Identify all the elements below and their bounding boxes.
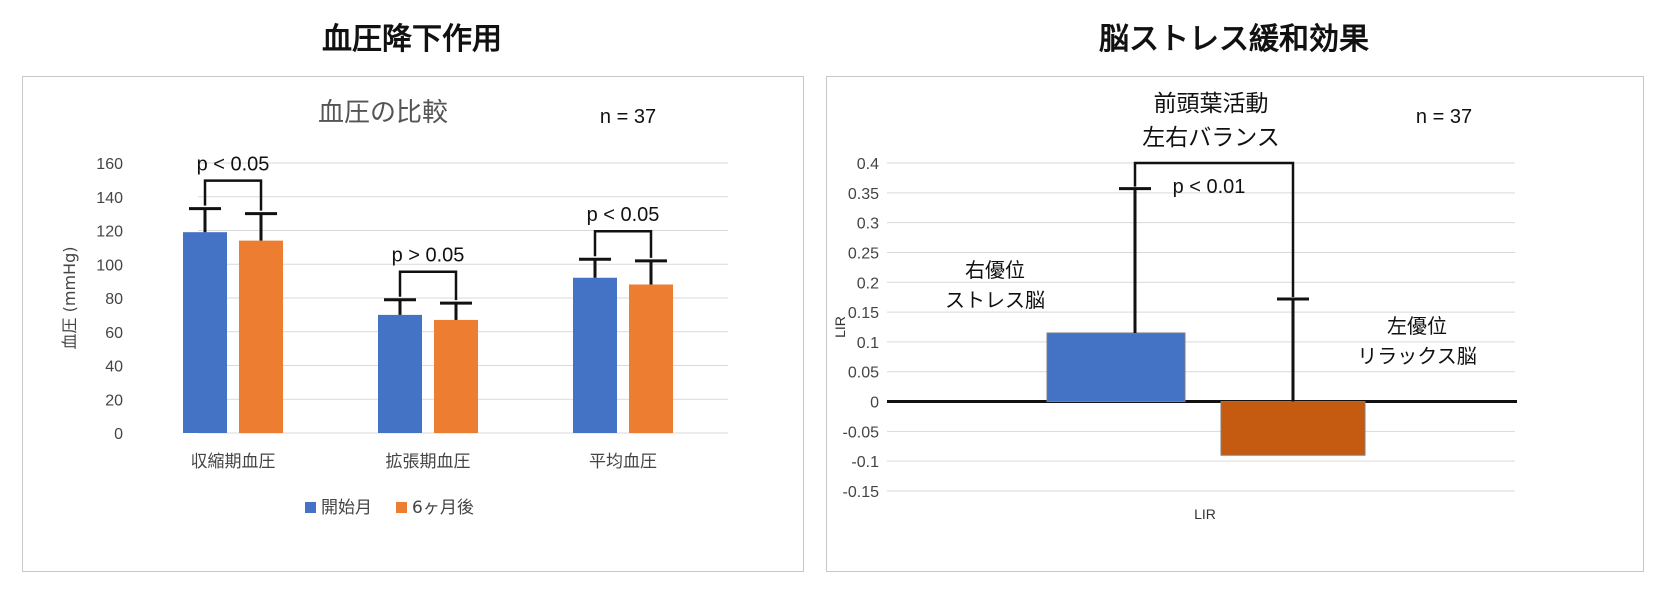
significance-bracket [1133, 161, 1295, 297]
bar [629, 284, 673, 433]
lir-chart-frame: -0.15 -0.1 -0.05 0 0.05 0.1 0.15 0.2 0.25 0.3 0.35… [826, 76, 1644, 572]
y-tick-label: 160 [96, 156, 123, 173]
n-label: n = 37 [1416, 106, 1472, 128]
y-tick-label: 20 [105, 392, 123, 409]
bar [573, 277, 617, 433]
y-tick-label: 0.2 [857, 275, 879, 292]
y-tick-label: 0.1 [857, 335, 879, 352]
bar [183, 232, 227, 433]
y-axis-label: 血圧 (mmHg) [60, 247, 79, 350]
y-tick-label: 0 [114, 426, 123, 443]
significance-bracket [593, 229, 653, 258]
y-tick-label: 0.25 [848, 245, 879, 262]
bar-annotation-line2: リラックス脳 [1357, 344, 1476, 368]
y-tick-label: 0.3 [857, 216, 879, 233]
significance-label: p < 0.05 [197, 154, 270, 176]
legend-label: 6ヶ月後 [412, 498, 474, 518]
bar-annotation-line1: 右優位 [965, 258, 1025, 282]
y-tick-label: -0.1 [851, 454, 879, 471]
blood-pressure-chart: 0 20 40 60 80 100 120 140 160 血圧 (mmHg) 血圧の比較 n = 3… [60, 98, 728, 518]
bar-annotation-line1: 左優位 [1387, 314, 1447, 338]
legend-label: 開始月 [321, 498, 372, 518]
y-tick-label: 100 [96, 257, 123, 274]
significance-label: p < 0.05 [587, 204, 660, 226]
y-tick-label: -0.15 [843, 484, 880, 501]
y-tick-label: 0.35 [848, 186, 879, 203]
y-tick-label: 0.05 [848, 365, 879, 382]
n-label: n = 37 [600, 106, 656, 128]
chart-title-line1: 前頭葉活動 [1154, 91, 1269, 117]
chart-title: 血圧の比較 [318, 98, 448, 128]
y-tick-label: 0.4 [857, 156, 879, 173]
category-label: 拡張期血圧 [386, 452, 471, 472]
category-label: 平均血圧 [589, 452, 657, 472]
x-axis-label: LIR [1194, 506, 1216, 522]
significance-label: p < 0.01 [1173, 176, 1246, 198]
bar-annotation-line2: ストレス脳 [945, 288, 1045, 312]
y-tick-label: 0.15 [848, 305, 879, 322]
y-tick-label: 80 [105, 291, 123, 308]
blood-pressure-chart-frame: 0 20 40 60 80 100 120 140 160 血圧 (mmHg) 血圧の比較 n = 3… [22, 76, 804, 572]
bar [1220, 401, 1366, 456]
significance-label: p > 0.05 [392, 245, 465, 267]
y-tick-label: -0.05 [843, 424, 880, 441]
category-label: 収縮期血圧 [191, 452, 276, 472]
bar [434, 319, 478, 433]
bar [1046, 332, 1186, 403]
bar [239, 240, 283, 433]
legend-swatch [396, 502, 407, 513]
y-tick-label: 40 [105, 359, 123, 376]
lir-chart: -0.15 -0.1 -0.05 0 0.05 0.1 0.15 0.2 0.25 0.3 0.35… [832, 91, 1517, 522]
significance-bracket [203, 179, 263, 211]
right-panel-heading: 脳ストレス緩和効果 [1099, 22, 1369, 57]
y-tick-label: 120 [96, 224, 123, 241]
y-tick-label: 0 [870, 395, 879, 412]
left-panel-heading: 血圧降下作用 [322, 22, 502, 57]
y-tick-label: 140 [96, 190, 123, 207]
bar [378, 314, 422, 433]
legend-swatch [305, 502, 316, 513]
chart-title-line2: 左右バランス [1142, 125, 1280, 151]
y-tick-label: 60 [105, 325, 123, 342]
significance-bracket [398, 270, 458, 301]
y-axis-label: LIR [832, 316, 848, 338]
